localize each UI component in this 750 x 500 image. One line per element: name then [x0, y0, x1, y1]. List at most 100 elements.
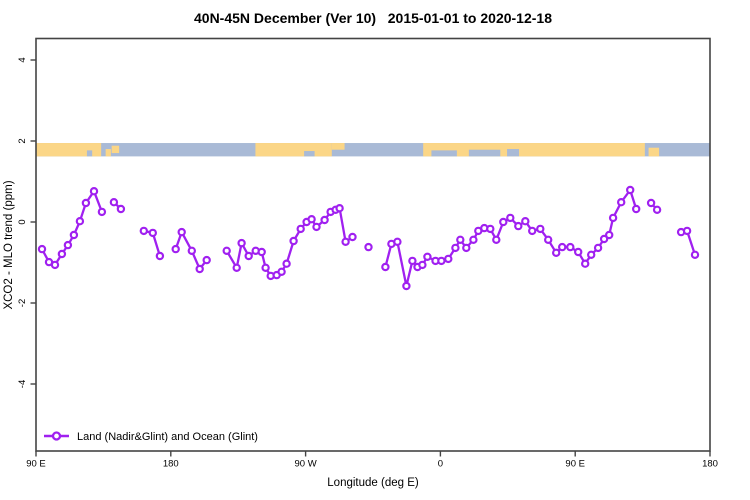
data-point-marker [244, 251, 253, 261]
data-point-marker [282, 259, 291, 268]
data-point-marker [75, 216, 85, 226]
data-point-marker [544, 235, 553, 244]
data-point-marker [536, 224, 545, 234]
series-line [384, 188, 638, 288]
data-point-marker [469, 235, 478, 244]
data-point-marker [486, 224, 495, 234]
map-band-patch [331, 143, 345, 150]
data-point-marker [646, 198, 656, 208]
data-point-marker [444, 254, 453, 264]
data-point-marker [296, 224, 305, 234]
map-band-land [255, 143, 332, 157]
data-point-marker [109, 197, 119, 207]
data-point-marker [506, 213, 515, 223]
legend-label: Land (Nadir&Glint) and Ocean (Glint) [77, 431, 258, 443]
series-line [40, 190, 104, 267]
data-point-marker [364, 242, 373, 252]
data-point-marker [423, 252, 432, 261]
data-point-marker [558, 242, 567, 252]
data-point-marker [393, 237, 402, 246]
data-point-marker [652, 205, 662, 214]
map-band-patch [648, 147, 660, 157]
chart-title: 40N-45N December (Ver 10) 2015-01-01 to … [194, 10, 552, 26]
map-band-patch [111, 145, 120, 154]
map-band-patch [468, 149, 501, 157]
data-point-marker [499, 217, 508, 227]
data-point-marker [232, 263, 241, 272]
data-point-marker [195, 264, 204, 274]
data-point-marker [581, 259, 590, 268]
data-point-marker [177, 227, 186, 237]
y-tick-label: 4 [17, 57, 28, 62]
data-point-marker [187, 246, 196, 255]
data-point-marker [202, 255, 211, 265]
data-point-marker [155, 251, 165, 261]
data-point-marker [528, 226, 537, 236]
data-point-marker [599, 234, 609, 244]
data-point-marker [277, 267, 286, 276]
map-band-patch [105, 149, 111, 157]
data-point-marker [451, 243, 460, 253]
data-point-marker [257, 247, 266, 257]
data-point-marker [632, 204, 641, 214]
data-point-marker [514, 221, 523, 231]
data-point-marker [116, 204, 126, 214]
y-tick-label: -2 [17, 299, 28, 307]
y-axis-ticks: -4 -2 0 2 4 [17, 57, 36, 388]
x-tick-label: 90 E [565, 459, 585, 470]
data-point-marker [69, 230, 79, 240]
data-point-marker [574, 247, 583, 257]
data-point-marker [89, 186, 99, 196]
data-point-marker [605, 230, 614, 240]
legend: Land (Nadir&Glint) and Ocean (Glint) [44, 431, 258, 443]
data-point-marker [139, 226, 148, 236]
data-point-marker [381, 262, 390, 272]
data-point-marker [57, 249, 67, 259]
data-point-marker [222, 246, 231, 255]
plot-border [35, 37, 711, 452]
data-point-marker [682, 226, 692, 236]
data-point-marker [237, 238, 246, 248]
data-point-marker [587, 250, 596, 259]
data-point-marker [437, 256, 446, 266]
data-point-marker [456, 235, 465, 244]
data-point-marker [261, 263, 270, 272]
data-point-marker [408, 256, 417, 266]
data-point-marker [492, 235, 501, 244]
data-point-marker [335, 203, 344, 213]
legend-marker-icon [51, 431, 62, 441]
x-axis-label: Longitude (deg E) [327, 477, 419, 489]
y-tick-label: 0 [17, 219, 28, 224]
map-band-patch [304, 151, 315, 157]
data-point-marker [289, 236, 298, 246]
x-tick-label: 180 [702, 459, 718, 470]
map-band-group [36, 143, 710, 157]
data-point-marker [50, 260, 60, 270]
data-point-marker [402, 281, 411, 291]
x-tick-label: 90 E [26, 459, 46, 470]
data-point-marker [626, 185, 635, 195]
data-point-marker [593, 243, 603, 253]
y-tick-label: 2 [17, 138, 28, 143]
y-axis-label: XCO2 - MLO trend (ppm) [3, 180, 15, 309]
data-point-marker [63, 240, 73, 250]
map-band-patch [507, 149, 520, 157]
x-tick-label: 180 [163, 459, 179, 470]
data-point-marker [552, 248, 561, 257]
data-point-marker [307, 214, 316, 224]
data-point-marker [97, 207, 107, 217]
data-point-marker [566, 242, 575, 252]
map-band-land [36, 143, 102, 157]
data-point-marker [148, 228, 157, 238]
data-point-marker [81, 198, 91, 208]
x-tick-label: 90 W [295, 459, 317, 470]
data-point-marker [690, 250, 700, 259]
data-point-marker [462, 243, 471, 253]
map-band-patch [86, 150, 93, 157]
data-point-marker [341, 237, 350, 246]
data-point-marker [418, 260, 427, 270]
data-point-marker [320, 215, 329, 225]
data-point-marker [348, 232, 357, 242]
